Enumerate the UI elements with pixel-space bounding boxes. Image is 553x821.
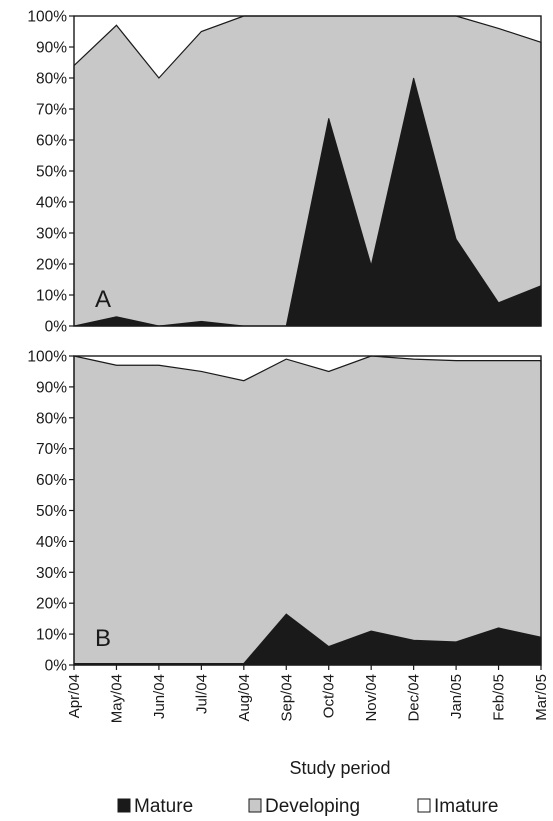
y-tick-label: 0%: [45, 658, 68, 675]
legend-label-developing: Developing: [265, 796, 360, 817]
legend-swatch-mature: [117, 798, 131, 813]
y-tick-label: 50%: [36, 503, 67, 520]
y-tick-label: 50%: [36, 164, 67, 181]
x-tick-label: Oct/04: [321, 674, 338, 718]
x-tick-label: Jan/05: [448, 674, 465, 719]
y-tick-label: 20%: [36, 596, 67, 613]
y-tick-label: 70%: [36, 102, 67, 119]
x-tick-label: Jun/04: [151, 674, 168, 719]
legend: Mature Developing Imature: [117, 796, 498, 817]
y-tick-label: 40%: [36, 195, 67, 212]
legend-label-mature: Mature: [134, 796, 193, 817]
y-tick-label: 10%: [36, 627, 67, 644]
y-tick-label: 20%: [36, 257, 67, 274]
x-axis-ticks: Apr/04 May/04 Jun/04 Jul/04 Aug/04 Sep/04 Oct/…: [66, 665, 550, 723]
y-tick-label: 80%: [36, 71, 67, 88]
legend-swatch-developing: [248, 798, 262, 813]
developing-area: [73, 355, 542, 666]
legend-label-imature: Imature: [434, 796, 498, 817]
y-tick-label: 100%: [27, 349, 67, 366]
x-tick-label: Aug/04: [236, 674, 253, 722]
x-tick-label: Mar/05: [533, 674, 550, 721]
x-tick-label: Feb/05: [491, 674, 508, 721]
y-tick-label: 30%: [36, 226, 67, 243]
y-tick-label: 10%: [36, 288, 67, 305]
panel-label: B: [95, 625, 111, 652]
x-tick-label: Dec/04: [406, 674, 423, 722]
x-tick-label: May/04: [108, 674, 125, 723]
x-tick-label: Sep/04: [278, 674, 295, 722]
y-tick-label: 90%: [36, 40, 67, 57]
panel-b: 0% 10% 20% 30% 40% 50% 60% 70% 80% 90% 100% B: [27, 349, 542, 675]
legend-swatch-imature: [417, 798, 431, 813]
y-tick-label: 0%: [45, 319, 68, 336]
mature-area: [73, 77, 542, 327]
x-tick-label: Jul/04: [193, 674, 210, 714]
y-tick-label: 70%: [36, 441, 67, 458]
x-axis-title: Study period: [289, 758, 390, 778]
y-tick-label: 30%: [36, 565, 67, 582]
panel-label: A: [95, 286, 111, 313]
y-tick-label: 60%: [36, 472, 67, 489]
panel-a: 0% 10% 20% 30% 40% 50% 60% 70% 80% 90% 100% A: [27, 9, 542, 336]
x-tick-label: Apr/04: [66, 674, 83, 718]
y-tick-label: 80%: [36, 410, 67, 427]
y-tick-label: 60%: [36, 133, 67, 150]
y-tick-label: 40%: [36, 534, 67, 551]
y-tick-label: 90%: [36, 379, 67, 396]
y-tick-label: 100%: [27, 9, 67, 26]
x-tick-label: Nov/04: [363, 674, 380, 722]
